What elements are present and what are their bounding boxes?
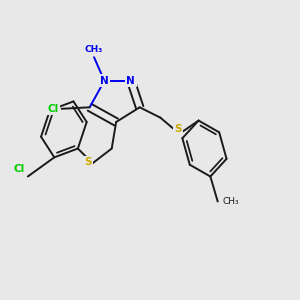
Text: S: S <box>84 157 92 167</box>
Text: Cl: Cl <box>14 164 25 174</box>
Text: N: N <box>100 76 109 86</box>
Text: CH₃: CH₃ <box>222 197 239 206</box>
Text: Cl: Cl <box>47 104 59 114</box>
Text: CH₃: CH₃ <box>85 45 103 54</box>
Text: S: S <box>174 124 182 134</box>
Text: N: N <box>127 76 135 86</box>
